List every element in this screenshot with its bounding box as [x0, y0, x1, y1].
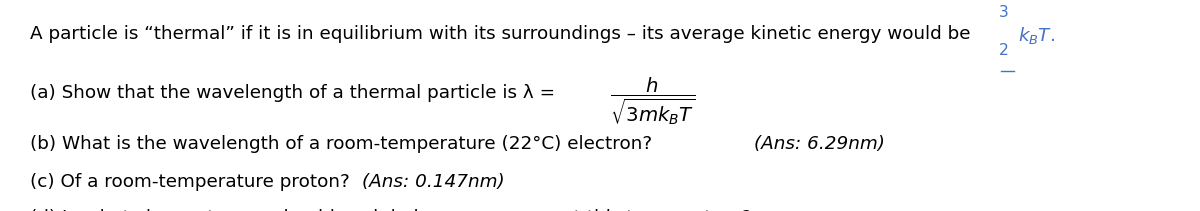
Text: $\mathdefault{3}$: $\mathdefault{3}$: [998, 4, 1009, 20]
Text: (d) In what circumstances should each behave as a wave at this temperature?: (d) In what circumstances should each be…: [30, 209, 751, 211]
Text: A particle is “thermal” if it is in equilibrium with its surroundings – its aver: A particle is “thermal” if it is in equi…: [30, 25, 977, 43]
Text: (Ans: 0.147nm): (Ans: 0.147nm): [362, 173, 505, 191]
Text: $k_B T.$: $k_B T.$: [1018, 25, 1055, 46]
Text: $\mathdefault{2}$: $\mathdefault{2}$: [998, 42, 1009, 58]
Text: (c) Of a room-temperature proton?: (c) Of a room-temperature proton?: [30, 173, 355, 191]
Text: (a) Show that the wavelength of a thermal particle is λ =: (a) Show that the wavelength of a therma…: [30, 84, 562, 102]
Text: (b) What is the wavelength of a room-temperature (22°C) electron?: (b) What is the wavelength of a room-tem…: [30, 135, 658, 153]
Text: $\dfrac{h}{\sqrt{3mk_BT}}$: $\dfrac{h}{\sqrt{3mk_BT}}$: [610, 76, 695, 128]
Text: (Ans: 6.29nm): (Ans: 6.29nm): [754, 135, 884, 153]
